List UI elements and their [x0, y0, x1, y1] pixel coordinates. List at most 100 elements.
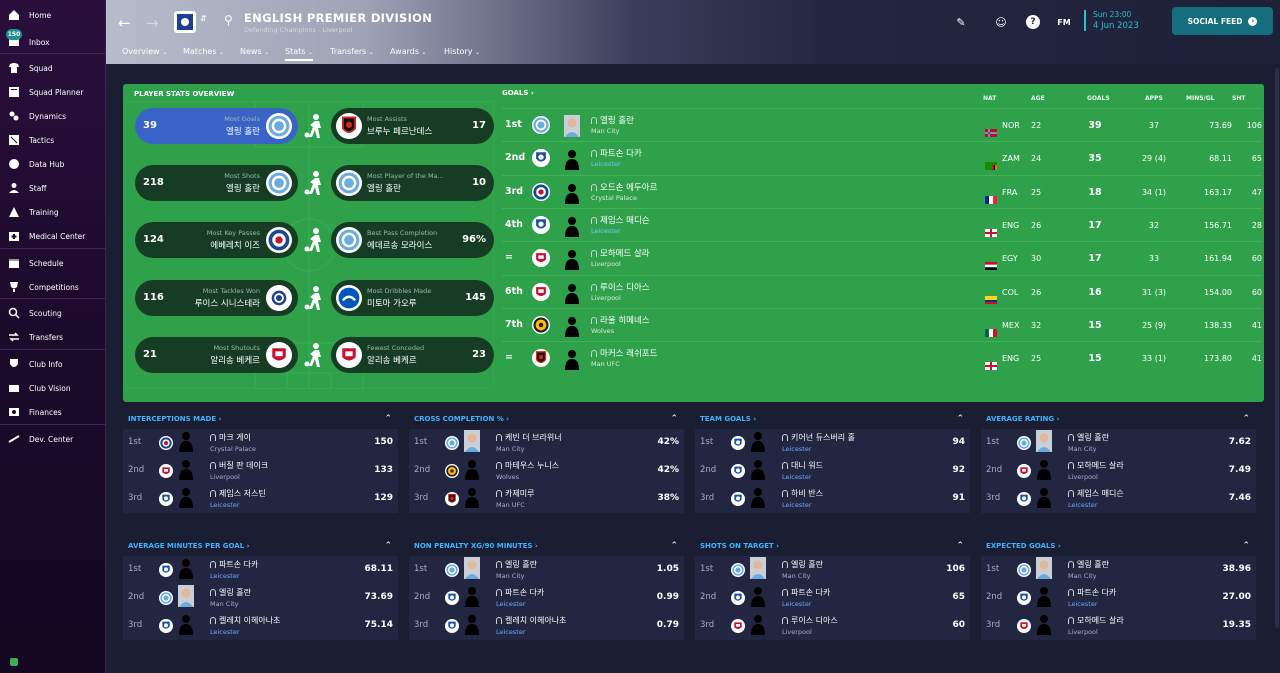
player-name[interactable]: 엘링 홀란	[782, 559, 823, 570]
list-item[interactable]: 1st 엘링 홀란 Man City 1.05	[409, 556, 684, 584]
mins-per-goal-header[interactable]: MINS/GL	[1186, 95, 1215, 102]
club-name[interactable]: Leicester	[1068, 600, 1098, 608]
club-name[interactable]: Leicester	[782, 600, 812, 608]
sidebar-item-data-hub[interactable]: Data Hub	[0, 153, 106, 175]
sidebar-item-dynamics[interactable]: Dynamics	[0, 105, 106, 127]
sidebar-item-staff[interactable]: Staff	[0, 177, 106, 199]
list-item[interactable]: 1st 엘링 홀란 Man City 106	[695, 556, 970, 584]
edit-icon[interactable]: ✎	[956, 15, 966, 29]
goals-table-row[interactable]: 7th 라울 히메네스 Wolves MEX 32 15 25 (9) 138.33 41	[502, 307, 1262, 341]
stat-card-most-key-passes[interactable]: 124 Most Key Passes 에베레치 이즈	[135, 222, 298, 258]
list-item[interactable]: 1st 키어넌 듀스버리 홀 Leicester 94	[695, 429, 970, 457]
goals-header[interactable]: GOALS	[1087, 95, 1110, 102]
club-name[interactable]: Leicester	[496, 600, 526, 608]
stat-card-most-player-of-the-ma[interactable]: 10 Most Player of the Ma... 엘링 홀란	[331, 165, 494, 201]
club-name[interactable]: Leicester	[782, 501, 812, 509]
panel-title-link[interactable]: INTERCEPTIONS MADE ›	[128, 415, 222, 423]
sidebar-item-tactics[interactable]: Tactics	[0, 129, 106, 151]
league-switch-chevron-icon[interactable]: ⇵	[200, 14, 207, 23]
club-name[interactable]: Liverpool	[1068, 473, 1098, 481]
list-item[interactable]: 1st 엘링 홀란 Man City 38.96	[981, 556, 1256, 584]
panel-title-link[interactable]: CROSS COMPLETION % ›	[414, 415, 510, 423]
player-name[interactable]: 버질 판 데이크	[210, 460, 268, 471]
list-item[interactable]: 2nd 파트손 다카 Leicester 65	[695, 584, 970, 612]
list-item[interactable]: 3rd 제임스 매디슨 Leicester 7.46	[981, 485, 1256, 513]
club-name[interactable]: Leicester	[210, 628, 240, 636]
tab-awards[interactable]: Awards ⌄	[390, 47, 427, 56]
club-name[interactable]: Leicester	[210, 501, 240, 509]
player-name[interactable]: 루이스 디아스	[591, 281, 650, 293]
player-name[interactable]: 마커스 래쉬포드	[591, 347, 657, 359]
scrollbar-thumb[interactable]	[1275, 68, 1279, 628]
list-item[interactable]: 3rd 모하메드 살라 Liverpool 19.35	[981, 612, 1256, 640]
stat-card-most-shots[interactable]: 218 Most Shots 엘링 홀란	[135, 165, 298, 201]
stat-card-fewest-conceded[interactable]: 23 Fewest Conceded 알리송 베케르	[331, 337, 494, 373]
list-item[interactable]: 2nd 파트손 다카 Leicester 0.99	[409, 584, 684, 612]
player-name[interactable]: 엘링 홀란	[591, 114, 634, 126]
shots-header[interactable]: SHT	[1232, 95, 1246, 102]
sidebar-item-finances[interactable]: Finances	[0, 401, 106, 423]
player-name[interactable]: 파트손 다카	[496, 587, 544, 598]
sidebar-item-dev-center[interactable]: Dev. Center	[0, 428, 106, 450]
list-item[interactable]: 1st 엘링 홀란 Man City 7.62	[981, 429, 1256, 457]
club-name[interactable]: Man City	[1068, 445, 1097, 453]
list-item[interactable]: 1st 케빈 더 브라위너 Man City 42%	[409, 429, 684, 457]
player-name[interactable]: 케빈 더 브라위너	[496, 432, 562, 443]
tab-overview[interactable]: Overview ⌄	[122, 47, 167, 56]
list-item[interactable]: 3rd 카제미루 Man UFC 38%	[409, 485, 684, 513]
club-name[interactable]: Liverpool	[1068, 628, 1098, 636]
panel-title-link[interactable]: TEAM GOALS ›	[700, 415, 757, 423]
sidebar-item-squad[interactable]: Squad	[0, 57, 106, 79]
sidebar-item-medical-center[interactable]: Medical Center	[0, 225, 106, 247]
club-name[interactable]: Man City	[782, 572, 811, 580]
list-item[interactable]: 3rd 하비 반스 Leicester 91	[695, 485, 970, 513]
club-name[interactable]: Man City	[496, 572, 525, 580]
list-item[interactable]: 2nd 파트손 다카 Leicester 27.00	[981, 584, 1256, 612]
sidebar-item-squad-planner[interactable]: Squad Planner	[0, 81, 106, 103]
panel-title-link[interactable]: NON PENALTY XG/90 MINUTES ›	[414, 542, 538, 550]
goals-table-row[interactable]: 6th 루이스 디아스 Liverpool COL 26 16 31 (3) 154.00 60	[502, 274, 1262, 308]
club-name[interactable]: Crystal Palace	[210, 445, 256, 453]
goals-table-row[interactable]: = 모하메드 살라 Liverpool EGY 30 17 33 161.94 60	[502, 241, 1262, 274]
list-item[interactable]: 2nd 모하메드 살라 Liverpool 7.49	[981, 457, 1256, 485]
sidebar-item-club-vision[interactable]: Club Vision	[0, 377, 106, 399]
player-name[interactable]: 마크 게이	[210, 432, 251, 443]
list-item[interactable]: 3rd 제임스 저스틴 Leicester 129	[123, 485, 398, 513]
list-item[interactable]: 1st 파트손 다카 Leicester 68.11	[123, 556, 398, 584]
player-name[interactable]: 켈레치 이헤아나초	[210, 615, 280, 626]
club-name[interactable]: Wolves	[591, 326, 615, 335]
player-name[interactable]: 라울 히메네스	[591, 314, 650, 326]
stat-card-most-tackles-won[interactable]: 116 Most Tackles Won 루이스 시니스테라	[135, 280, 298, 316]
status-indicator-icon[interactable]	[10, 658, 18, 666]
player-name[interactable]: 하비 반스	[782, 488, 823, 499]
player-name[interactable]: 파트손 다카	[782, 587, 830, 598]
player-name[interactable]: 마테우스 누니스	[496, 460, 559, 471]
sidebar-item-schedule[interactable]: Schedule	[0, 252, 106, 274]
fm-menu-button[interactable]: FM	[1057, 17, 1071, 27]
league-logo[interactable]	[174, 11, 196, 33]
club-name[interactable]: Leicester	[782, 445, 812, 453]
tab-history[interactable]: History ⌄	[444, 47, 480, 56]
apps-header[interactable]: APPS	[1145, 95, 1163, 102]
collapse-chevron-icon[interactable]: ⌃	[384, 541, 392, 551]
list-item[interactable]: 3rd 켈레치 이헤아나초 Leicester 0.79	[409, 612, 684, 640]
collapse-chevron-icon[interactable]: ⌃	[1242, 414, 1250, 424]
player-name[interactable]: 모하메드 살라	[1068, 460, 1124, 471]
back-arrow-icon[interactable]: ←	[118, 14, 131, 32]
stat-card-most-goals[interactable]: 39 Most Goals 엘링 홀란	[135, 108, 298, 144]
player-name[interactable]: 파트손 다카	[210, 559, 258, 570]
list-item[interactable]: 1st 마크 게이 Crystal Palace 150	[123, 429, 398, 457]
club-name[interactable]: Leicester	[210, 572, 240, 580]
club-name[interactable]: Leicester	[591, 226, 621, 235]
sidebar-item-training[interactable]: Training	[0, 201, 106, 223]
sidebar-item-competitions[interactable]: Competitions	[0, 276, 106, 298]
tab-transfers[interactable]: Transfers ⌄	[330, 47, 374, 56]
collapse-chevron-icon[interactable]: ⌃	[1242, 541, 1250, 551]
collapse-chevron-icon[interactable]: ⌃	[670, 541, 678, 551]
help-icon[interactable]: ?	[1026, 15, 1040, 29]
club-name[interactable]: Man City	[1068, 572, 1097, 580]
goals-title-link[interactable]: GOALS ›	[502, 89, 534, 97]
stat-card-most-dribbles-made[interactable]: 145 Most Dribbles Made 미토마 가오루	[331, 280, 494, 316]
player-name[interactable]: 엘링 홀란	[1068, 559, 1109, 570]
goals-table-row[interactable]: 1st 엘링 홀란 Man City NOR 22 39 37 73.69 106	[502, 108, 1262, 141]
